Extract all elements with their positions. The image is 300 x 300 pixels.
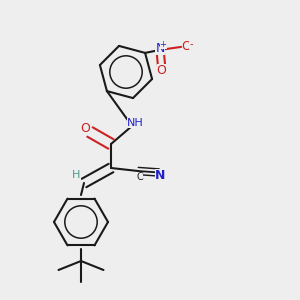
Text: C: C [136,172,143,182]
Text: O: O [81,122,90,136]
Text: N: N [155,42,165,55]
Text: -: - [189,39,193,49]
Text: NH: NH [127,118,143,128]
Text: O: O [182,40,191,53]
Text: O: O [157,64,166,77]
Text: N: N [155,169,166,182]
Text: +: + [160,40,167,49]
Text: H: H [72,170,81,181]
